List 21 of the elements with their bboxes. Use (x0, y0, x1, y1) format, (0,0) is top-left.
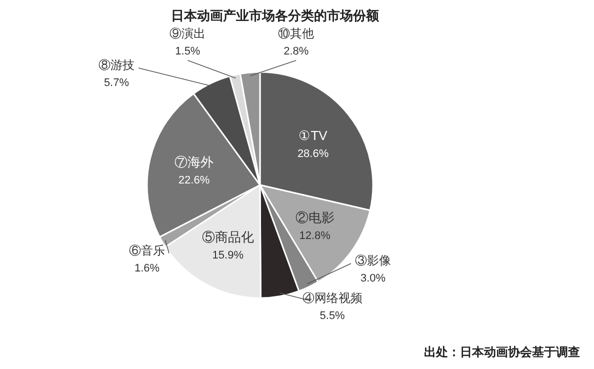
slice-label: ⑤商品化 (202, 230, 254, 245)
slice-label: ⑦海外 (174, 154, 214, 170)
data-label: 3.0% (360, 272, 386, 284)
slice-label: ⑧游技 (98, 58, 134, 72)
slice-label: ②电影 (295, 210, 334, 225)
data-label: 1.5% (175, 45, 200, 58)
data-label: 15.9% (212, 250, 244, 262)
slice-label: ⑩其他 (278, 26, 314, 40)
data-label: 5.7% (104, 77, 130, 89)
data-label: 5.5% (320, 310, 346, 322)
chart-title: 日本动画产业市场各分类的市场份额 (171, 8, 380, 23)
slice-label: ①TV (298, 128, 328, 143)
data-label: 2.8% (284, 45, 309, 58)
data-label: 12.8% (299, 230, 331, 242)
data-label: 28.6% (297, 148, 329, 160)
data-label: 1.6% (134, 262, 160, 274)
slice-label: ⑨演出 (170, 26, 206, 40)
data-label: 22.6% (178, 174, 210, 186)
slice-label: ③影像 (355, 253, 391, 268)
slice-label: ⑥音乐 (129, 243, 165, 258)
text: 出处：日本动画协会基于调查 (424, 345, 580, 359)
